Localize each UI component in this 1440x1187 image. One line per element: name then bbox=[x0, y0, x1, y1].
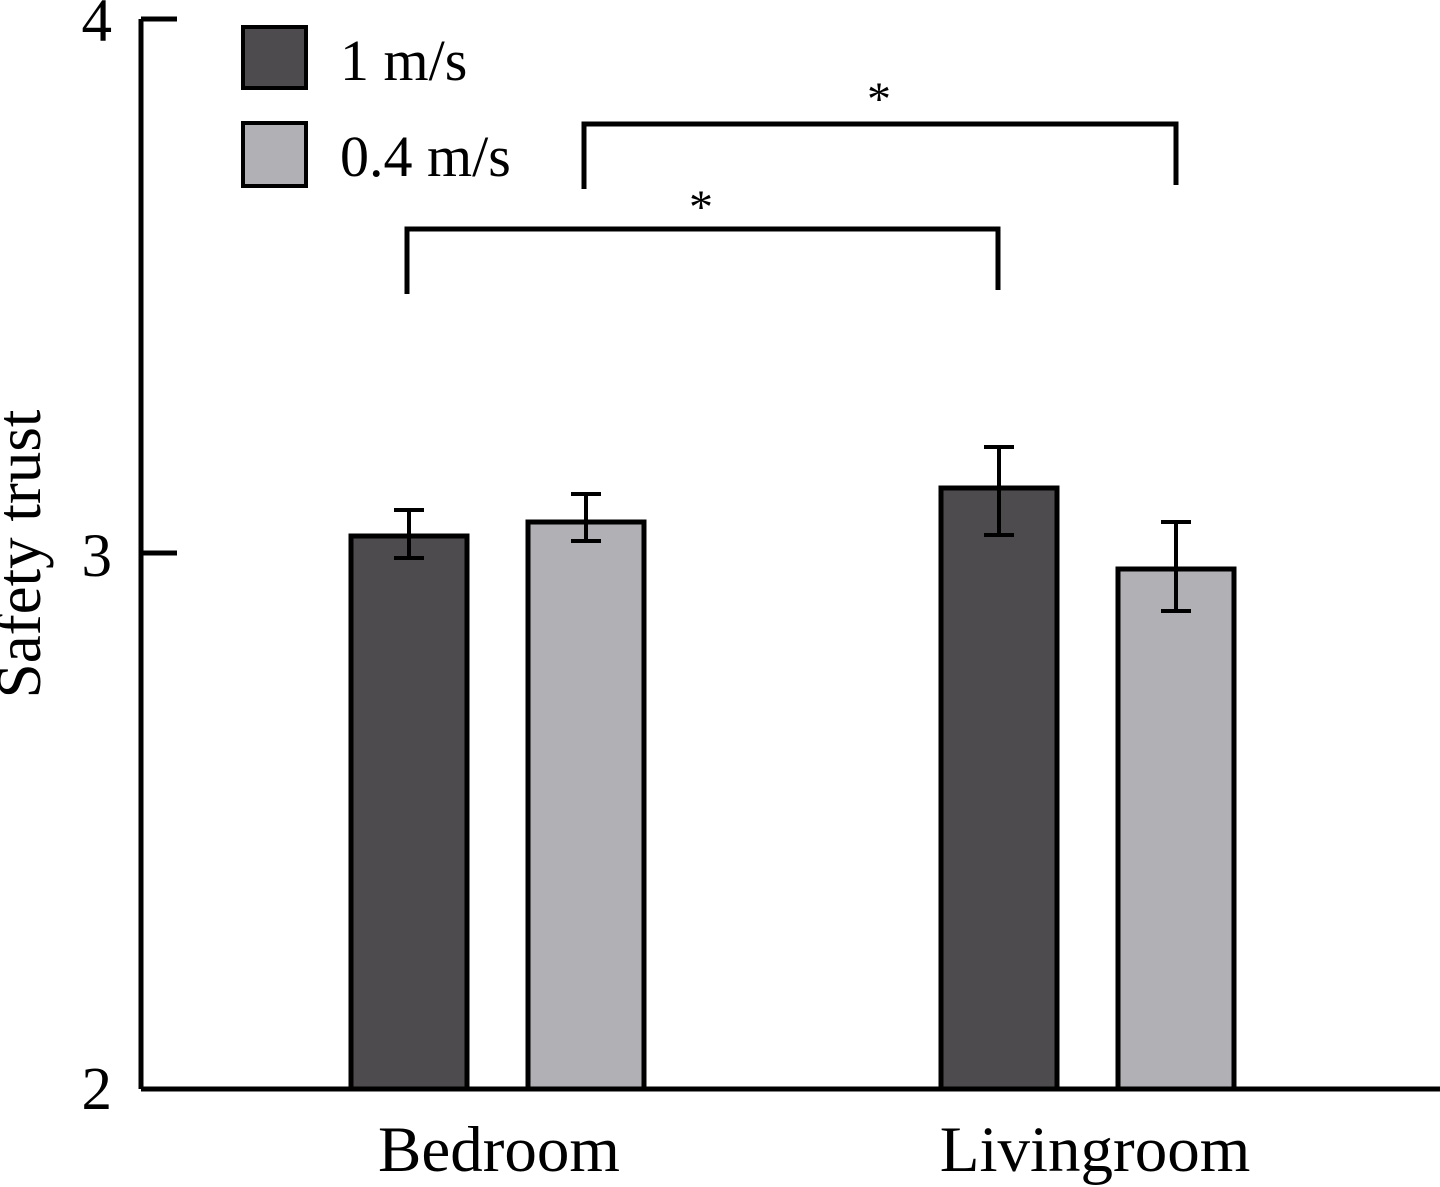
svg-text:3: 3 bbox=[82, 523, 113, 590]
svg-text:4: 4 bbox=[82, 0, 113, 55]
svg-text:Livingroom: Livingroom bbox=[940, 1114, 1251, 1186]
svg-text:Bedroom: Bedroom bbox=[378, 1114, 620, 1186]
svg-text:Safety trust: Safety trust bbox=[0, 409, 54, 698]
svg-text:2: 2 bbox=[82, 1056, 113, 1123]
svg-text:0.4 m/s: 0.4 m/s bbox=[340, 124, 511, 189]
svg-text:1 m/s: 1 m/s bbox=[340, 28, 467, 93]
svg-text:*: * bbox=[867, 73, 891, 126]
svg-text:*: * bbox=[689, 181, 713, 234]
